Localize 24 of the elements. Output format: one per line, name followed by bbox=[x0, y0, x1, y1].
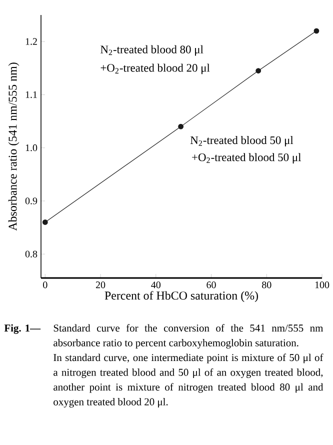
x-tick-label: 40 bbox=[151, 282, 161, 288]
annotation: N$_{2}$-treated blood 50 μl bbox=[190, 136, 294, 146]
y-tick-label: 1.1 bbox=[26, 91, 37, 98]
point bbox=[256, 68, 262, 74]
text: In standard curve, one intermediate point is mixture of 50 μl of a nitrogen treated blood and 50 μl of an oxygen treated blood, another point is mixture of nitrogen treated blood 80 μl and oxygen treated blood 20 μl. bbox=[54, 354, 324, 408]
annotation: N$_{2}$-treated blood 80 μl bbox=[100, 45, 204, 56]
x-tick-label: 80 bbox=[262, 282, 272, 288]
y-tick-label: 1.2 bbox=[26, 38, 38, 45]
annotation: +O$_{2}$-treated blood 50 μl bbox=[192, 153, 302, 164]
y-tick-label: 0.8 bbox=[25, 250, 38, 258]
annotation: +O$_{2}$-treated blood 20 μl bbox=[100, 64, 210, 74]
point bbox=[178, 124, 184, 130]
x-tick-label: 60 bbox=[206, 282, 216, 288]
point bbox=[42, 220, 48, 225]
y-axis-title: Absorbance ratio (541 nm/555 nm) bbox=[8, 62, 20, 231]
y-tick-label: 0.9 bbox=[25, 198, 38, 204]
y-tick-label: 1.0 bbox=[26, 144, 38, 152]
x-axis-title: Percent of HbCO saturation (%) bbox=[104, 291, 258, 302]
x-tick-label: 100 bbox=[316, 282, 330, 288]
text: Standard curve for the conversion of the 541 nm/555 nm absorbance ratio to percent carboxyhemoglobin saturation. bbox=[54, 324, 324, 349]
x-tick-label: 0 bbox=[43, 282, 48, 288]
x-tick-label: 20 bbox=[96, 282, 106, 288]
point bbox=[314, 28, 320, 34]
caption: Fig. 1— bbox=[4, 324, 41, 334]
